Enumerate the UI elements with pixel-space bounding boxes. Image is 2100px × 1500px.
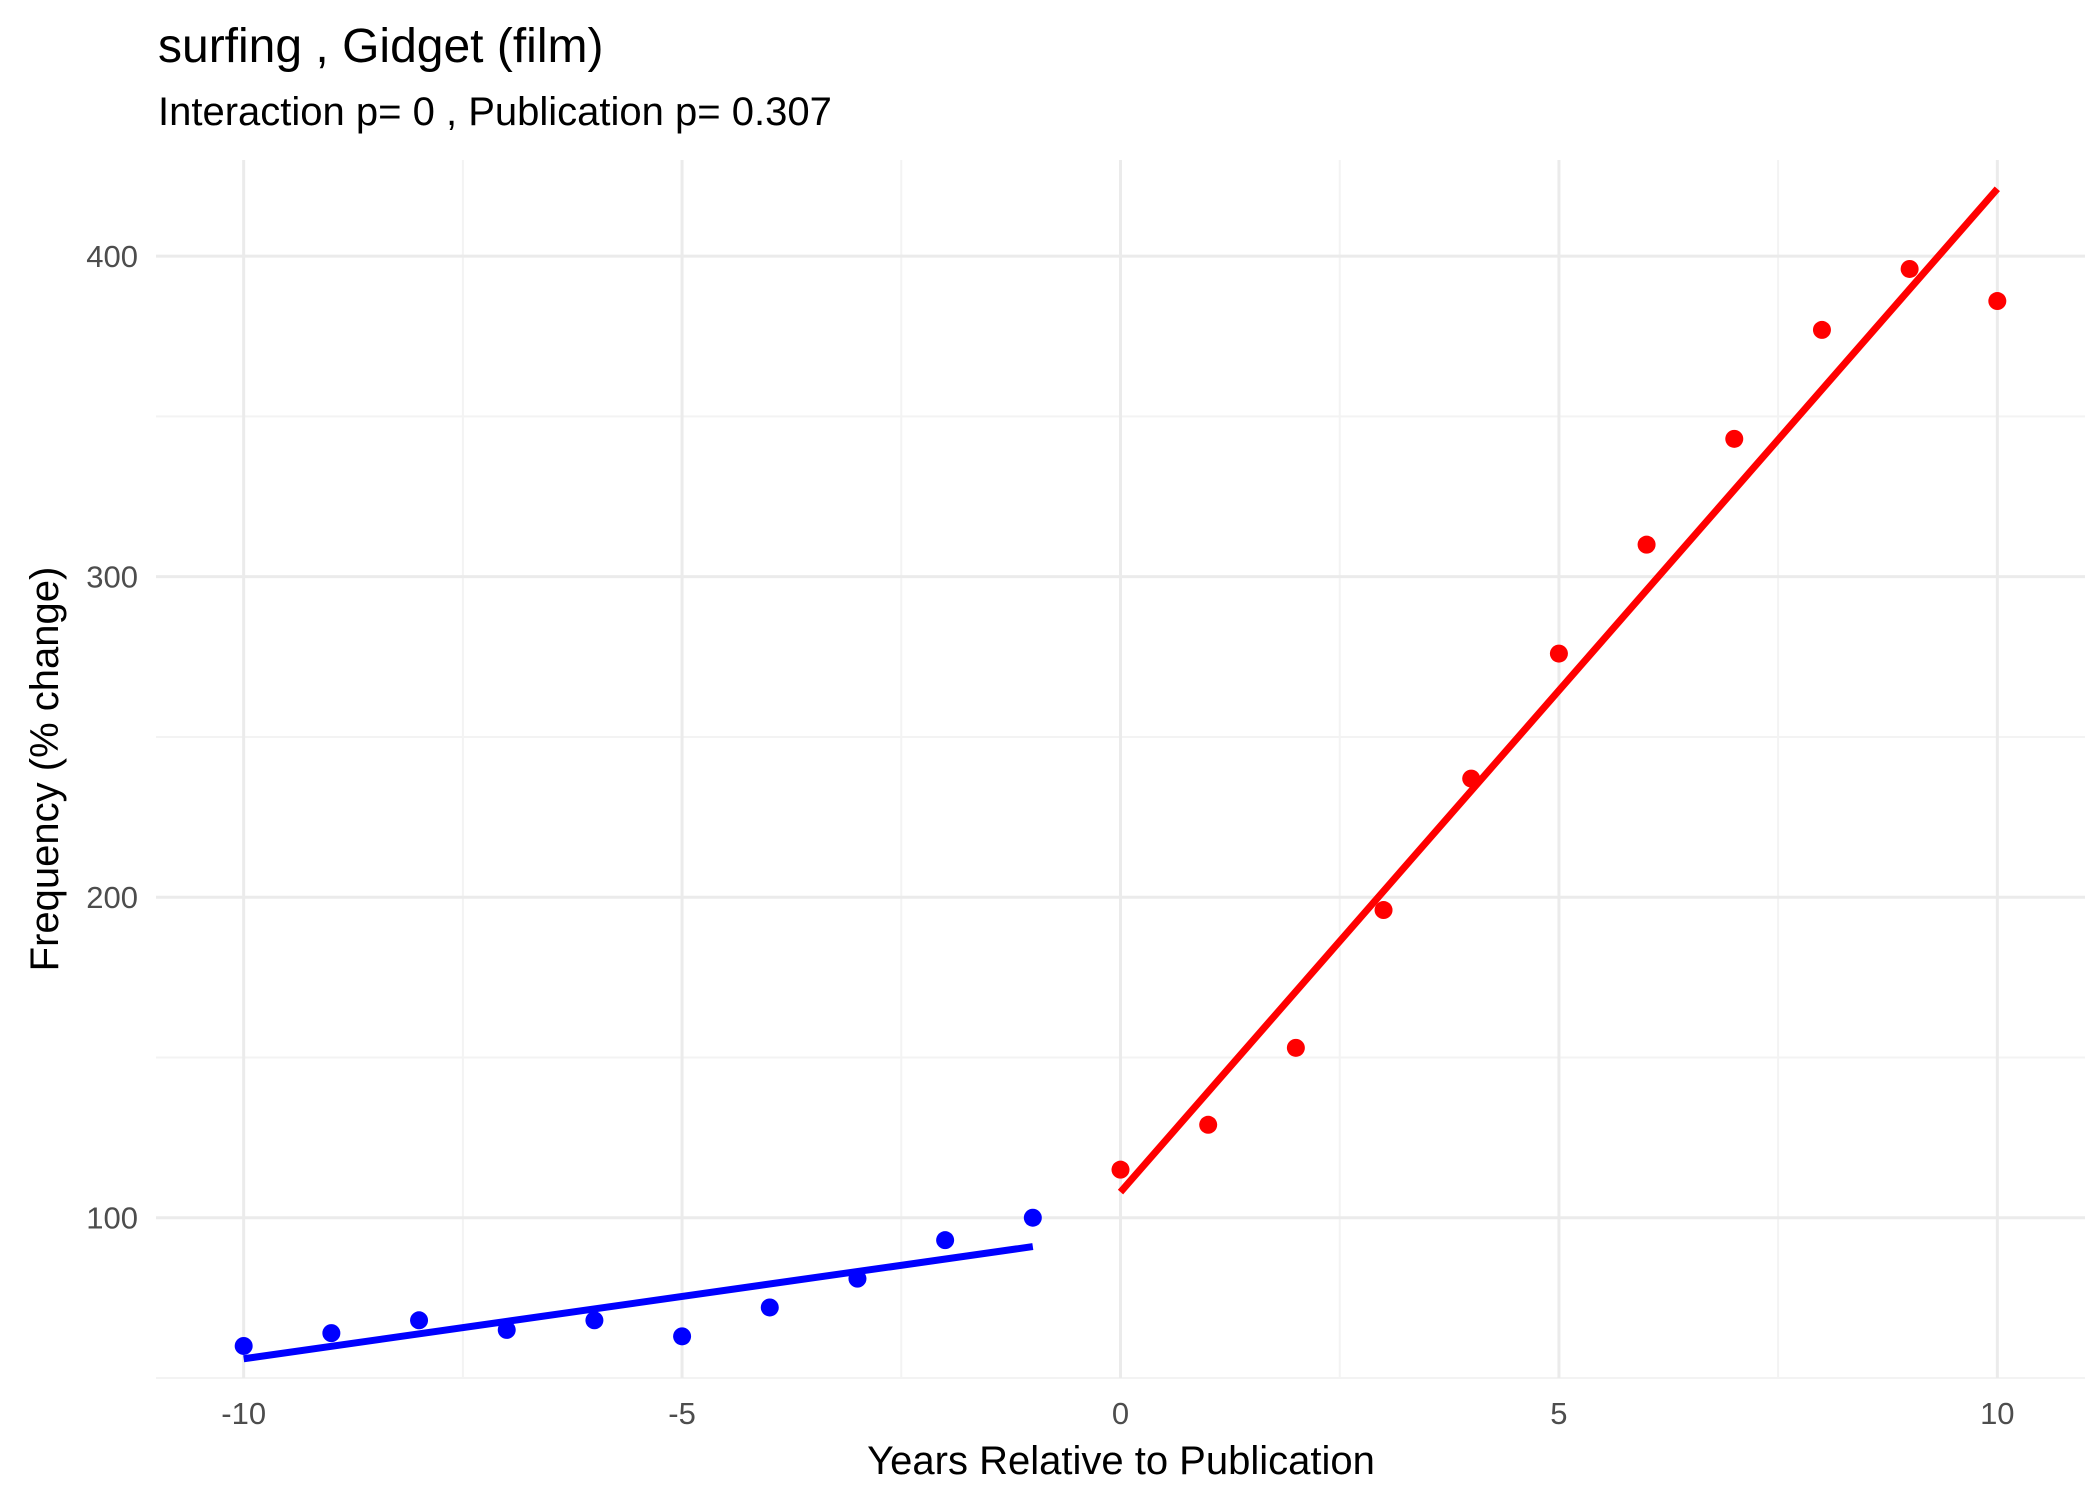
series-1-point <box>936 1231 955 1250</box>
x-tick-label: -5 <box>668 1396 696 1431</box>
series-2-point <box>1111 1160 1130 1179</box>
series-2-point <box>1637 535 1656 554</box>
series-2-point <box>1549 644 1568 663</box>
y-tick-label: 400 <box>86 239 138 274</box>
series-1-point <box>234 1336 253 1355</box>
series-1-point <box>497 1320 516 1339</box>
chart-subtitle: Interaction p= 0 , Publication p= 0.307 <box>158 90 832 134</box>
series-2-point <box>1199 1115 1218 1134</box>
grid <box>156 160 2085 1379</box>
x-axis-ticks: -10 -5 0 5 10 <box>221 1396 2014 1431</box>
series-1-point <box>760 1298 779 1317</box>
y-tick-label: 300 <box>86 560 138 595</box>
y-axis-ticks: 100 200 300 400 <box>86 239 138 1236</box>
series-1-point <box>848 1269 867 1288</box>
y-tick-label: 200 <box>86 880 138 915</box>
series-2-point <box>1374 901 1393 920</box>
x-tick-label: 5 <box>1550 1396 1567 1431</box>
y-tick-label: 100 <box>86 1201 138 1236</box>
series-1-point <box>673 1327 692 1346</box>
series-1-point <box>322 1324 341 1343</box>
fit-lines <box>243 186 2000 1363</box>
series-2-point <box>1725 429 1744 448</box>
x-tick-label: 10 <box>1980 1396 2014 1431</box>
data-points <box>234 259 2007 1355</box>
series-2-fit-line <box>1117 186 2000 1195</box>
series-2-point <box>1812 320 1831 339</box>
series-1-fit-line <box>243 1243 1034 1363</box>
x-axis-title: Years Relative to Publication <box>867 1439 1375 1483</box>
series-2-point <box>1462 769 1481 788</box>
chart-title: surfing , Gidget (film) <box>158 20 603 73</box>
y-axis-title: Frequency (% change) <box>23 567 67 972</box>
series-1-point <box>1023 1208 1042 1227</box>
x-tick-label: 0 <box>1112 1396 1129 1431</box>
series-1-point <box>585 1311 604 1330</box>
series-2-point <box>1900 259 1919 278</box>
series-2-point <box>1988 292 2007 311</box>
x-tick-label: -10 <box>221 1396 266 1431</box>
series-2-point <box>1286 1038 1305 1057</box>
series-1-point <box>410 1311 429 1330</box>
